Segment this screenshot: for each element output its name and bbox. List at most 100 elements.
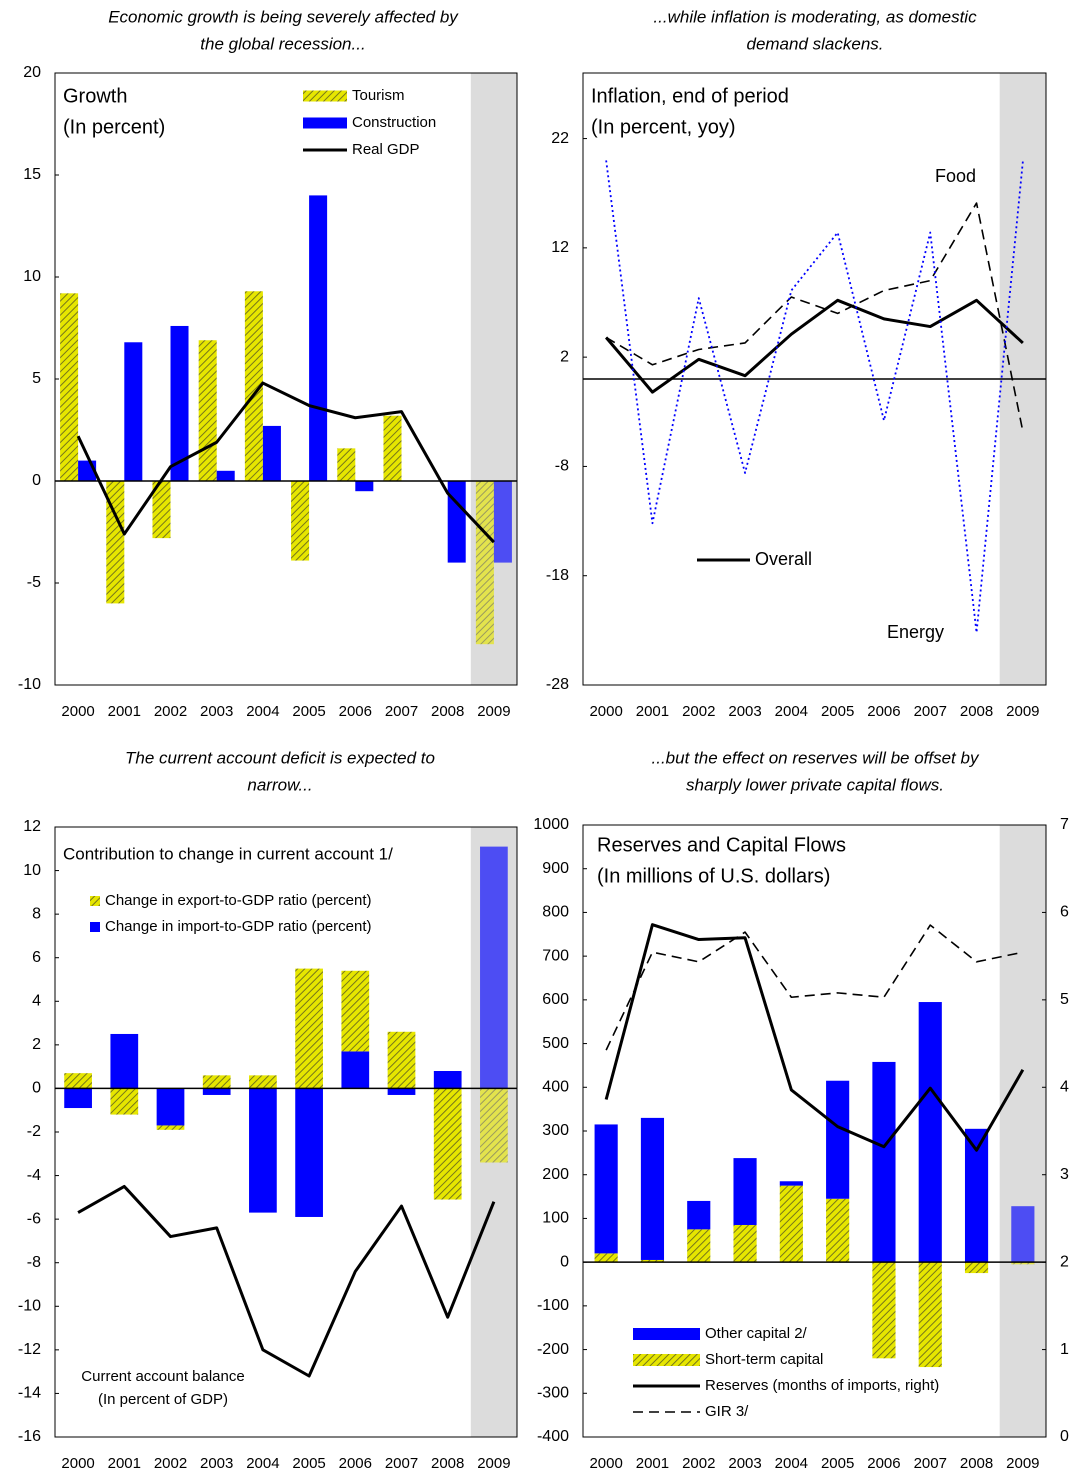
y-tick-label: 1000 <box>533 816 569 833</box>
bar <box>295 1088 323 1217</box>
headline: The current account deficit is expected … <box>125 748 435 767</box>
y-tick-label: -400 <box>537 1428 569 1445</box>
legend-label: Construction <box>352 114 436 131</box>
bar <box>826 1080 850 1199</box>
line <box>605 298 1024 394</box>
bar <box>1011 1262 1035 1265</box>
headline: sharply lower private capital flows. <box>686 775 944 794</box>
x-tick-label: 2002 <box>682 703 715 720</box>
x-tick-label: 2006 <box>867 703 900 720</box>
bar <box>341 1051 370 1089</box>
y-tick-label: 8 <box>32 905 41 922</box>
bar <box>202 1088 231 1095</box>
bar <box>249 1075 277 1089</box>
bar <box>475 481 494 645</box>
y-tick-label: -10 <box>18 676 41 693</box>
y-tick-label: 2 <box>560 348 569 365</box>
y-tick-label: -16 <box>18 1428 41 1445</box>
x-tick-label: 2009 <box>477 1455 510 1471</box>
x-tick-label: 2005 <box>292 1455 325 1471</box>
bar <box>433 1088 462 1200</box>
bar <box>110 1033 139 1089</box>
y-tick-label: 400 <box>542 1079 569 1096</box>
legend-swatch <box>303 90 347 102</box>
x-tick-label: 2008 <box>431 703 464 720</box>
x-tick-label: 2002 <box>154 1455 187 1471</box>
legend-label: GIR 3/ <box>705 1403 749 1420</box>
y-tick-label: -4 <box>27 1167 41 1184</box>
bar <box>106 481 125 604</box>
bar <box>687 1229 711 1263</box>
y2-tick-label: 0 <box>1060 1428 1069 1445</box>
bar <box>447 481 466 563</box>
x-tick-label: 2007 <box>385 1455 418 1471</box>
headline: ...while inflation is moderating, as dom… <box>653 7 977 26</box>
bar <box>244 291 263 481</box>
x-tick-label: 2002 <box>682 1455 715 1471</box>
bar <box>337 448 356 481</box>
x-tick-label: 2000 <box>589 703 622 720</box>
y-tick-label: 0 <box>560 1253 569 1270</box>
bar <box>594 1124 618 1254</box>
x-tick-label: 2008 <box>960 1455 993 1471</box>
legend-swatch <box>90 922 100 932</box>
bar <box>387 1031 416 1089</box>
y-tick-label: 900 <box>542 860 569 877</box>
bar <box>170 325 189 481</box>
plot-frame <box>582 824 1047 1438</box>
headline: narrow... <box>247 775 312 794</box>
line <box>605 202 1024 432</box>
y-tick-label: -10 <box>18 1298 41 1315</box>
bar <box>1011 1206 1035 1263</box>
x-tick-label: 2004 <box>775 1455 808 1471</box>
bar <box>733 1158 757 1225</box>
y-tick-label: 6 <box>32 949 41 966</box>
y-tick-label: 4 <box>32 993 41 1010</box>
x-tick-label: 2000 <box>589 1455 622 1471</box>
bar <box>964 1262 989 1274</box>
y2-tick-label: 2 <box>1060 1253 1069 1270</box>
x-tick-label: 2000 <box>61 1455 94 1471</box>
line <box>76 381 495 544</box>
y2-tick-label: 1 <box>1060 1341 1069 1358</box>
y-tick-label: 10 <box>23 862 41 879</box>
legend-label: Tourism <box>352 87 405 104</box>
x-tick-label: 2009 <box>477 703 510 720</box>
headline: Economic growth is being severely affect… <box>108 7 459 26</box>
bar <box>341 970 370 1052</box>
legend-swatch <box>633 1354 700 1366</box>
bar <box>64 1088 92 1109</box>
annotation: (In percent of GDP) <box>98 1391 228 1408</box>
bar <box>202 1075 231 1089</box>
x-tick-label: 2003 <box>728 1455 761 1471</box>
bar <box>964 1128 989 1263</box>
x-tick-label: 2006 <box>339 703 372 720</box>
x-tick-label: 2007 <box>914 703 947 720</box>
y-tick-label: 500 <box>542 1035 569 1052</box>
bar <box>383 415 402 481</box>
series-label: Food <box>935 166 976 186</box>
panel-title: Contribution to change in current accoun… <box>63 844 393 863</box>
x-tick-label: 2007 <box>914 1455 947 1471</box>
y-tick-label: -8 <box>555 458 569 475</box>
legend-label: Change in import-to-GDP ratio (percent) <box>105 918 372 935</box>
x-tick-label: 2005 <box>821 1455 854 1471</box>
bar <box>687 1200 711 1230</box>
legend-label: Other capital 2/ <box>705 1325 808 1342</box>
x-tick-label: 2001 <box>636 703 669 720</box>
x-tick-label: 2009 <box>1006 703 1039 720</box>
bar <box>872 1262 896 1359</box>
y-tick-label: 12 <box>23 818 41 835</box>
bar <box>295 968 323 1089</box>
series-label: Energy <box>887 622 944 642</box>
y-tick-label: 300 <box>542 1122 569 1139</box>
y-tick-label: 200 <box>542 1166 569 1183</box>
x-tick-label: 2008 <box>431 1455 464 1471</box>
bar <box>355 481 374 492</box>
panel-title: (In percent, yoy) <box>591 116 736 138</box>
bar <box>493 481 512 563</box>
y-tick-label: -300 <box>537 1385 569 1402</box>
plot-frame <box>54 72 518 686</box>
